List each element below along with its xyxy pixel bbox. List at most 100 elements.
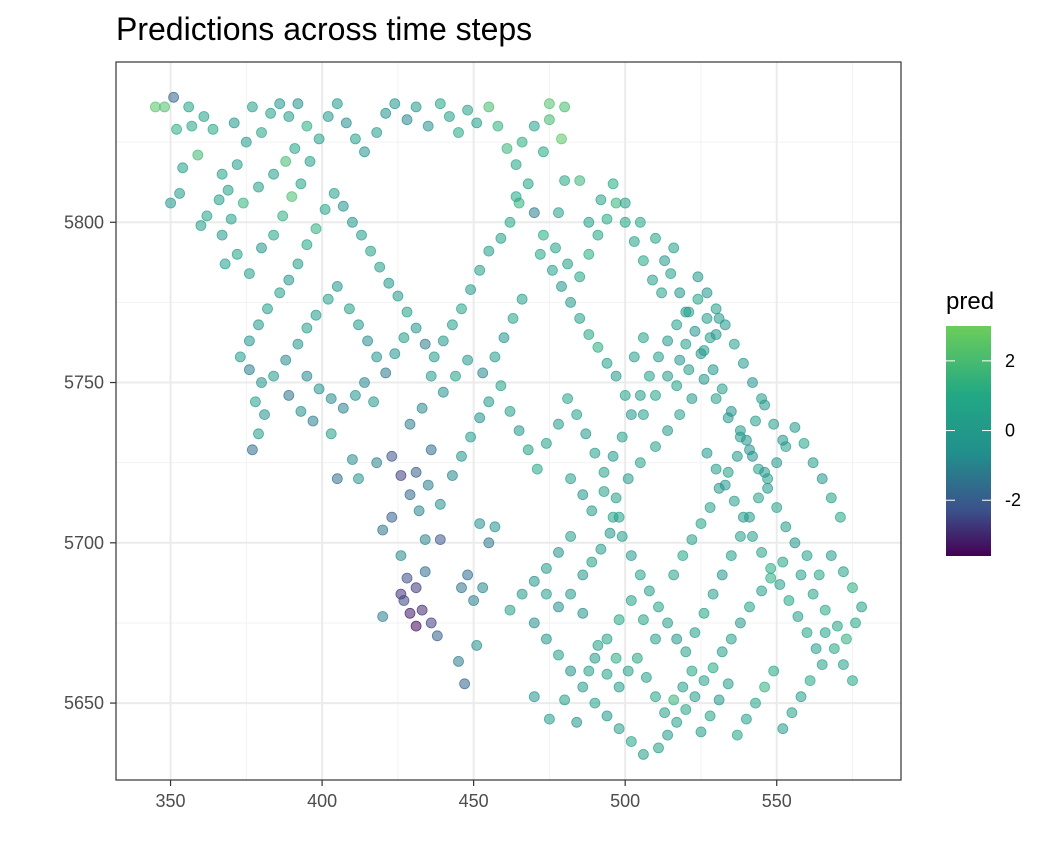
data-point [544, 98, 555, 110]
data-point [343, 303, 355, 315]
data-point [504, 216, 516, 228]
data-point [371, 127, 383, 138]
y-tick-label: 5800 [64, 212, 104, 232]
data-point [268, 168, 280, 180]
data-point [283, 389, 295, 401]
data-point [662, 335, 673, 347]
data-point [465, 431, 477, 443]
data-point [425, 444, 437, 456]
legend-title: pred [946, 288, 994, 315]
data-point [604, 527, 616, 539]
data-point [668, 242, 680, 254]
data-point [528, 207, 540, 219]
data-point [689, 691, 701, 703]
data-point [653, 601, 664, 613]
data-point [456, 303, 467, 315]
data-point [313, 133, 325, 145]
data-point [789, 537, 801, 549]
data-point [589, 697, 601, 709]
data-point [689, 627, 701, 638]
data-point [510, 191, 522, 203]
data-point [592, 341, 604, 353]
data-point [765, 572, 777, 584]
data-point [625, 409, 637, 421]
data-point [586, 505, 598, 517]
data-point [698, 675, 710, 686]
data-point [310, 223, 322, 235]
data-point [662, 370, 673, 382]
data-point [647, 274, 658, 286]
data-point [516, 293, 528, 305]
legend-tick-label: 0 [1005, 421, 1015, 441]
data-point [674, 409, 686, 421]
data-point [610, 197, 622, 209]
data-point [704, 710, 716, 722]
data-point [638, 332, 649, 344]
data-point [816, 473, 828, 485]
data-point [589, 447, 601, 459]
x-tick-label: 450 [459, 791, 489, 811]
data-point [446, 470, 458, 481]
data-point [610, 492, 622, 504]
data-point [246, 101, 258, 113]
data-point [253, 181, 264, 193]
data-point [401, 306, 413, 318]
data-point [662, 425, 673, 437]
data-point [531, 463, 543, 475]
data-point [601, 668, 613, 680]
plot-border [115, 61, 902, 781]
data-point [501, 143, 513, 154]
data-point [498, 332, 510, 344]
data-point [468, 595, 480, 606]
data-point [634, 569, 646, 581]
data-point [371, 457, 383, 469]
data-point [683, 364, 695, 376]
data-point [404, 607, 416, 619]
data-point [262, 303, 273, 315]
data-point [644, 585, 655, 597]
data-point [410, 466, 422, 478]
data-point [671, 319, 683, 331]
data-point [322, 111, 334, 122]
data-point [186, 120, 198, 132]
data-point [756, 585, 767, 597]
data-point [559, 175, 570, 187]
data-point [622, 473, 634, 485]
data-point [838, 566, 849, 578]
data-point [753, 492, 764, 504]
data-point [547, 264, 558, 276]
data-point [234, 351, 246, 363]
data-point [237, 197, 249, 209]
data-point [283, 111, 295, 122]
data-point [395, 470, 407, 481]
data-point [813, 569, 825, 581]
data-point [744, 601, 755, 613]
points-layer [149, 91, 867, 760]
data-point [574, 312, 586, 324]
data-point [495, 232, 507, 244]
data-point [680, 704, 692, 715]
data-point [265, 107, 277, 119]
data-point [710, 393, 722, 405]
data-point [422, 120, 434, 132]
data-point [504, 604, 516, 616]
data-point [807, 588, 819, 600]
data-point [462, 569, 474, 581]
data-point [774, 579, 786, 590]
data-point [174, 187, 186, 199]
data-point [541, 633, 552, 645]
data-point [571, 409, 583, 421]
data-point [677, 681, 689, 693]
data-point [359, 377, 370, 388]
data-point [474, 518, 486, 529]
data-point [301, 239, 313, 251]
data-point [671, 380, 683, 392]
data-point [641, 672, 652, 683]
data-point [589, 652, 601, 664]
data-point [337, 402, 349, 414]
data-point [713, 312, 725, 324]
data-point [325, 428, 337, 440]
data-point [425, 617, 437, 629]
data-point [183, 101, 195, 113]
data-point [619, 197, 631, 209]
